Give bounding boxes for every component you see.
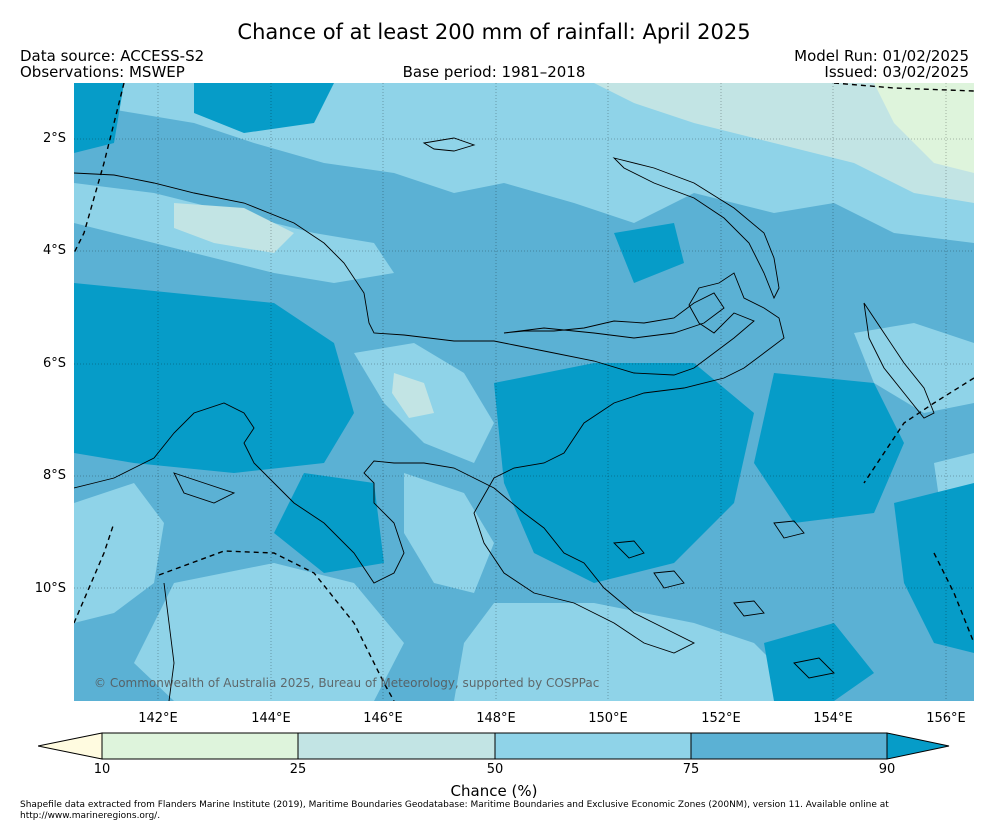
coastlines — [74, 137, 935, 701]
lon-label: 152°E — [701, 711, 741, 726]
colorbar-under-triangle — [38, 732, 103, 760]
maritime-boundaries — [74, 83, 974, 701]
lat-label: 2°S — [42, 131, 66, 146]
base-period-label: Base period: 1981–2018 — [402, 63, 586, 81]
louisiade — [733, 520, 835, 679]
colorbar-over-triangle — [886, 732, 950, 760]
colorbar-tick: 90 — [878, 762, 896, 777]
lon-label: 144°E — [251, 711, 291, 726]
colorbar-bin-75-90 — [690, 732, 888, 760]
colorbar-bin-10-25 — [101, 732, 299, 760]
manus-coast — [422, 137, 476, 152]
dentrecasteaux — [613, 540, 685, 589]
colorbar-tick: 75 — [682, 762, 700, 777]
map-title: Chance of at least 200 mm of rainfall: A… — [237, 20, 751, 44]
graticule — [74, 83, 974, 701]
colorbar-bin-25-50 — [297, 732, 496, 760]
band-10-25-regions — [874, 83, 974, 173]
fly-delta — [173, 472, 236, 504]
issued-label: Issued: 03/02/2025 — [824, 63, 969, 81]
bougainville-coast — [863, 302, 935, 419]
colorbar-tick: 25 — [289, 762, 307, 777]
lat-label: 8°S — [42, 468, 66, 483]
new-britain-coast — [503, 292, 725, 339]
new-guinea-coast — [74, 172, 785, 654]
footnote: Shapefile data extracted from Flanders M… — [20, 800, 889, 821]
colorbar-tick: 10 — [93, 762, 111, 777]
colorbar-tick: 50 — [486, 762, 504, 777]
lat-label: 4°S — [42, 243, 66, 258]
cape-york-tip — [163, 582, 175, 701]
lon-label: 150°E — [588, 711, 628, 726]
lon-label: 146°E — [363, 711, 403, 726]
lat-label: 6°S — [42, 356, 66, 371]
data-source-label: Data source: ACCESS-S2 — [20, 47, 205, 65]
colorbar — [38, 732, 950, 760]
lon-label: 148°E — [476, 711, 516, 726]
observations-label: Observations: MSWEP — [20, 63, 185, 81]
band-over-90-regions — [74, 83, 974, 701]
lon-label: 154°E — [813, 711, 853, 726]
colorbar-bin-50-75 — [494, 732, 692, 760]
lon-label: 156°E — [926, 711, 966, 726]
rainfall-map: © Commonwealth of Australia 2025, Bureau… — [74, 83, 974, 701]
map-copyright: © Commonwealth of Australia 2025, Bureau… — [94, 676, 599, 690]
colorbar-label: Chance (%) — [450, 782, 538, 800]
band-25-50-regions — [174, 83, 974, 418]
lon-label: 142°E — [138, 711, 178, 726]
model-run-label: Model Run: 01/02/2025 — [794, 47, 969, 65]
new-ireland-coast — [612, 157, 780, 300]
lat-label: 10°S — [34, 581, 66, 596]
